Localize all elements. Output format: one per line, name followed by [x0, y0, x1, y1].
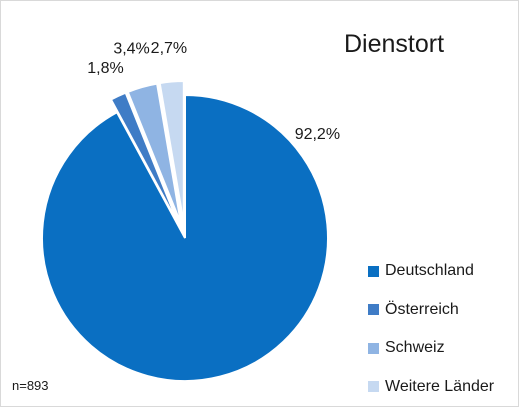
legend-item-deutschland: Deutschland	[368, 261, 494, 281]
legend-swatch-oesterreich	[368, 304, 379, 315]
chart-title: Dienstort	[344, 30, 445, 58]
legend-item-oesterreich: Österreich	[368, 300, 494, 320]
legend-label-oesterreich: Österreich	[385, 300, 459, 318]
legend-item-weitere-laender: Weitere Länder	[368, 377, 494, 397]
slice-label-weitere-laender: 2,7%	[151, 40, 187, 57]
legend-label-schweiz: Schweiz	[385, 339, 445, 356]
legend: Deutschland Österreich Schweiz Weitere L…	[368, 261, 494, 415]
legend-swatch-deutschland	[368, 265, 379, 277]
sample-size-note: n=893	[12, 378, 49, 393]
slice-label-deutschland: 92,2%	[295, 126, 340, 143]
legend-swatch-schweiz	[368, 342, 379, 354]
pie-slice-schweiz	[126, 82, 183, 225]
legend-label-weitere-laender: Weitere Länder	[385, 377, 495, 395]
slice-label-oesterreich: 1,8%	[87, 60, 123, 77]
pie-slice-oesterreich	[109, 91, 180, 226]
legend-label-deutschland: Deutschland	[385, 262, 474, 279]
legend-item-schweiz: Schweiz	[368, 338, 494, 358]
legend-swatch-weitere-laender	[368, 381, 379, 392]
slice-label-schweiz: 3,4%	[113, 41, 149, 58]
pie-slice-deutschland	[41, 93, 329, 382]
pie-slice-weitere-laender	[158, 80, 185, 225]
